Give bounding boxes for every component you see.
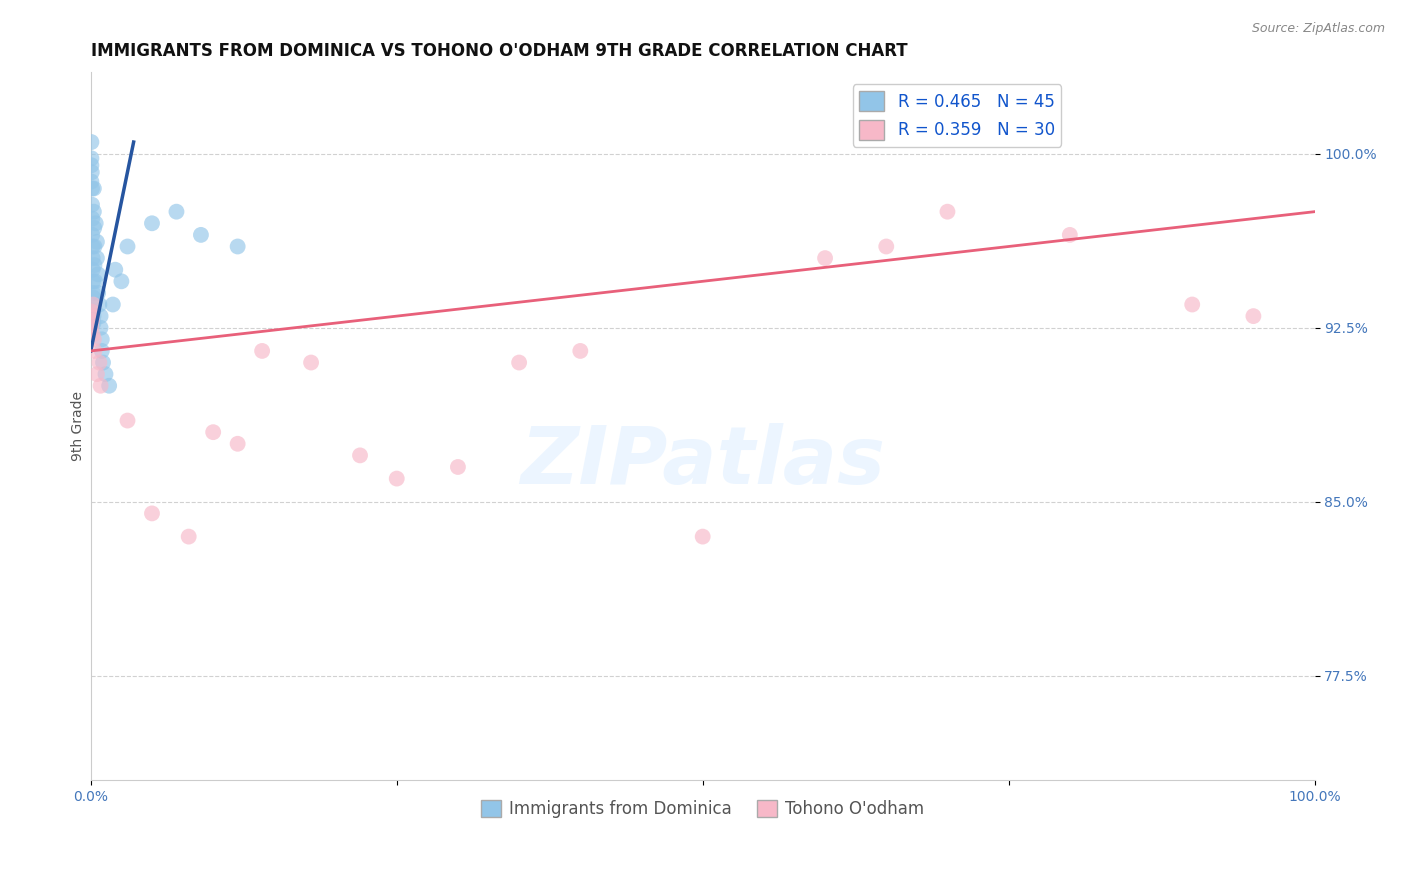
Point <box>89 297 111 311</box>
Point <box>190 227 212 242</box>
Point <box>90 378 112 392</box>
Point <box>508 355 530 369</box>
Point <box>692 530 714 544</box>
Point <box>90 309 112 323</box>
Point <box>80 320 103 334</box>
Point <box>80 198 103 212</box>
Point <box>83 239 105 253</box>
Point <box>385 472 408 486</box>
Point <box>110 274 132 288</box>
Point <box>875 239 897 253</box>
Point <box>84 274 107 288</box>
Point <box>104 262 127 277</box>
Point <box>117 239 139 253</box>
Point <box>226 437 249 451</box>
Point <box>349 449 371 463</box>
Point <box>80 309 103 323</box>
Point <box>83 332 105 346</box>
Point <box>80 181 103 195</box>
Point <box>83 221 105 235</box>
Point <box>80 165 103 179</box>
Point <box>82 274 104 288</box>
Point <box>89 355 111 369</box>
Point <box>82 211 104 226</box>
Point <box>90 332 112 346</box>
Point <box>84 216 107 230</box>
Text: ZIPatlas: ZIPatlas <box>520 423 886 500</box>
Point <box>83 258 105 272</box>
Point <box>82 304 104 318</box>
Point <box>91 355 114 369</box>
Point <box>141 216 163 230</box>
Point <box>936 204 959 219</box>
Point <box>82 251 104 265</box>
Point <box>87 285 110 300</box>
Point <box>1241 309 1264 323</box>
Point <box>80 135 103 149</box>
Point <box>299 355 322 369</box>
Point <box>90 343 112 358</box>
Point <box>80 151 103 165</box>
Text: Source: ZipAtlas.com: Source: ZipAtlas.com <box>1251 22 1385 36</box>
Point <box>82 309 104 323</box>
Point <box>86 235 108 249</box>
Point <box>80 158 103 172</box>
Point <box>94 367 117 381</box>
Text: IMMIGRANTS FROM DOMINICA VS TOHONO O'ODHAM 9TH GRADE CORRELATION CHART: IMMIGRANTS FROM DOMINICA VS TOHONO O'ODH… <box>91 42 907 60</box>
Point <box>141 507 163 521</box>
Point <box>82 227 104 242</box>
Point <box>82 291 104 305</box>
Point <box>1059 227 1081 242</box>
Point <box>117 413 139 427</box>
Point <box>447 460 470 475</box>
Point <box>80 314 103 328</box>
Point <box>82 262 104 277</box>
Point <box>86 367 108 381</box>
Point <box>83 343 105 358</box>
Point <box>226 239 249 253</box>
Point <box>166 204 188 219</box>
Point <box>177 530 200 544</box>
Point <box>814 251 837 265</box>
Point <box>90 320 112 334</box>
Point <box>86 251 108 265</box>
Point <box>82 327 104 342</box>
Point <box>83 181 105 195</box>
Point <box>83 204 105 219</box>
Y-axis label: 9th Grade: 9th Grade <box>72 392 86 461</box>
Point <box>87 268 110 282</box>
Point <box>569 343 592 358</box>
Point <box>82 239 104 253</box>
Point <box>80 304 103 318</box>
Point <box>98 378 121 392</box>
Point <box>82 285 104 300</box>
Point <box>82 316 104 330</box>
Point <box>250 343 273 358</box>
Point <box>202 425 225 439</box>
Point <box>82 297 104 311</box>
Point <box>80 174 103 188</box>
Point <box>101 297 124 311</box>
Legend: Immigrants from Dominica, Tohono O'odham: Immigrants from Dominica, Tohono O'odham <box>474 794 931 825</box>
Point <box>1181 297 1204 311</box>
